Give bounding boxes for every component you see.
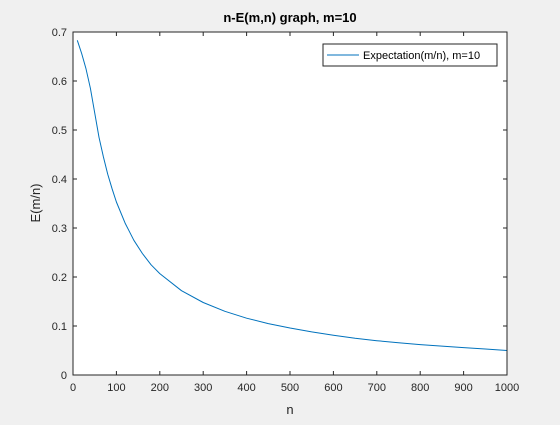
legend-box	[322, 43, 498, 67]
data-point	[311, 331, 312, 332]
data-point	[224, 311, 225, 312]
y-axis-ticks: 0 0.1 0.2 0.3 0.4 0.5 0.6 0.7	[52, 27, 507, 382]
data-point	[181, 290, 182, 291]
y-tick-label: 0.5	[52, 125, 67, 137]
data-point	[355, 338, 356, 339]
y-tick-label: 0.6	[52, 76, 67, 88]
data-point	[159, 273, 160, 274]
x-tick-label: 700	[368, 382, 386, 394]
data-point	[86, 68, 87, 69]
x-tick-label: 400	[237, 382, 255, 394]
data-point	[116, 202, 117, 203]
y-tick-label: 0.7	[52, 27, 67, 39]
data-point	[133, 240, 134, 241]
data-point	[463, 347, 464, 348]
data-point	[112, 188, 113, 189]
data-point	[151, 264, 152, 265]
data-point	[246, 318, 247, 319]
x-tick-label: 200	[151, 382, 169, 394]
y-tick-label: 0.4	[52, 174, 67, 186]
x-axis-ticks: 0 100 200 300 400 500 600 700 800 900 1000	[70, 32, 519, 394]
y-tick-label: 0.3	[52, 223, 67, 235]
data-point	[125, 223, 126, 224]
plot-area	[73, 32, 507, 375]
x-tick-label: 100	[107, 382, 125, 394]
data-point	[485, 349, 486, 350]
data-point	[90, 88, 91, 89]
data-point	[107, 174, 108, 175]
data-point	[441, 346, 442, 347]
data-point	[290, 327, 291, 328]
data-point	[420, 344, 421, 345]
x-tick-label: 800	[411, 382, 429, 394]
y-tick-label: 0	[61, 370, 67, 382]
data-point	[142, 253, 143, 254]
y-tick-label: 0.2	[52, 272, 67, 284]
series-layer	[76, 40, 508, 351]
series-line	[76, 40, 508, 351]
data-point	[81, 53, 82, 54]
x-tick-label: 500	[281, 382, 299, 394]
x-tick-label: 0	[70, 382, 76, 394]
data-point	[94, 112, 95, 113]
data-point	[268, 323, 269, 324]
x-tick-label: 900	[454, 382, 472, 394]
data-point	[203, 302, 204, 303]
data-point	[333, 335, 334, 336]
x-tick-label: 300	[194, 382, 212, 394]
x-tick-label: 1000	[495, 382, 519, 394]
y-tick-label: 0.1	[52, 321, 67, 333]
chart-title: n-E(m,n) graph, m=10	[223, 10, 356, 25]
data-point	[376, 340, 377, 341]
data-point	[398, 342, 399, 343]
x-axis-label: n	[286, 402, 293, 417]
legend-entry-label: Expectation(m/n), m=10	[363, 50, 480, 62]
y-axis-label: E(m/n)	[28, 184, 43, 223]
legend: Expectation(m/n), m=10	[322, 43, 498, 67]
data-point	[77, 40, 78, 41]
data-point	[103, 156, 104, 157]
x-tick-label: 600	[324, 382, 342, 394]
data-point	[99, 137, 100, 138]
